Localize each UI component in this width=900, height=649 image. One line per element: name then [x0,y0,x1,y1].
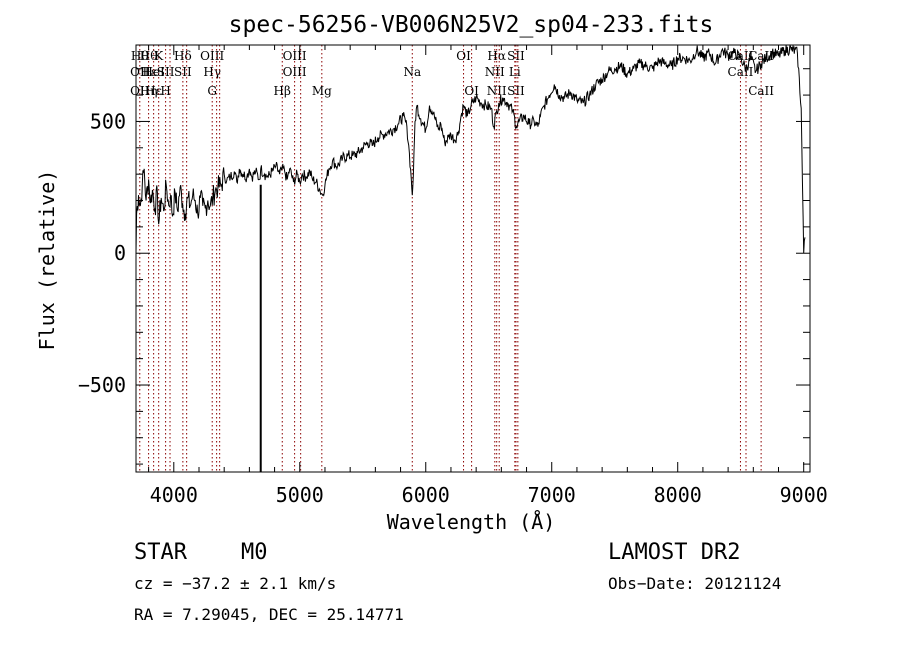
y-tick-label: 500 [90,109,126,133]
emission-line-label: HeI [142,65,165,79]
emission-line-label: Hδ [174,49,192,63]
x-tick-label: 4000 [150,483,198,507]
redshift-text: cz = −37.2 ± 2.1 km/s [134,574,336,593]
emission-line-label: Hβ [274,84,291,98]
x-tick-label: 7000 [528,483,576,507]
x-tick-label: 5000 [276,483,324,507]
emission-line-label: NII [487,84,507,98]
emission-line-label: Hθ [140,49,158,63]
emission-line-label: Hη [140,84,158,98]
emission-line-label: SII [507,49,525,63]
emission-line-label: Hε [145,84,162,98]
emission-line-label: OIII [200,49,224,63]
emission-line-label: G [207,84,217,98]
emission-line-label: NII [485,65,505,79]
emission-line-label: SII [507,84,525,98]
y-axis: −500 0 500 [78,68,810,465]
emission-line-label: Hθ [131,49,149,63]
y-tick-label: 0 [114,241,126,265]
x-tick-label: 8000 [654,483,702,507]
spectrum-series-line [135,44,806,254]
emission-line-label: CaII [748,84,774,98]
emission-line-label: OIII [283,65,307,79]
emission-line-label: Na [403,65,421,79]
emission-line-label: SII [157,65,175,79]
emission-line-label: Li [509,65,521,79]
survey-label: LAMOST DR2 [608,540,740,565]
emission-line-label: Mg [312,84,332,98]
emission-line-label: Hε [140,65,157,79]
emission-line-label: CaII [728,65,754,79]
object-subclass: M0 [241,540,268,565]
emission-line-label: K [154,49,164,63]
coordinates-text: RA = 7.29045, DEC = 25.14771 [134,605,404,624]
emission-line-label: OII [130,84,150,98]
emission-line-label: SII [174,65,192,79]
emission-line-label: OI [456,49,471,63]
emission-line-label: H [160,84,170,98]
emission-line-label: Hα [487,49,506,63]
emission-line-label: Hγ [203,65,221,79]
x-tick-label: 9000 [780,483,828,507]
emission-line-label: OII [130,65,150,79]
plot-frame [135,44,811,473]
emission-line-label: OIII [283,49,307,63]
y-tick-label: −500 [78,373,126,397]
obs-date-text: Obs−Date: 20121124 [608,574,781,593]
x-tick-label: 6000 [402,483,450,507]
x-axis: 4000 5000 6000 7000 8000 9000 [148,45,828,507]
chart-title: spec-56256-VB006N25V2_sp04-233.fits [229,12,714,38]
y-axis-label: Flux (relative) [35,170,59,351]
object-class: STAR [134,540,188,565]
emission-line-label: OI [464,84,479,98]
x-axis-label: Wavelength (Å) [387,510,556,534]
